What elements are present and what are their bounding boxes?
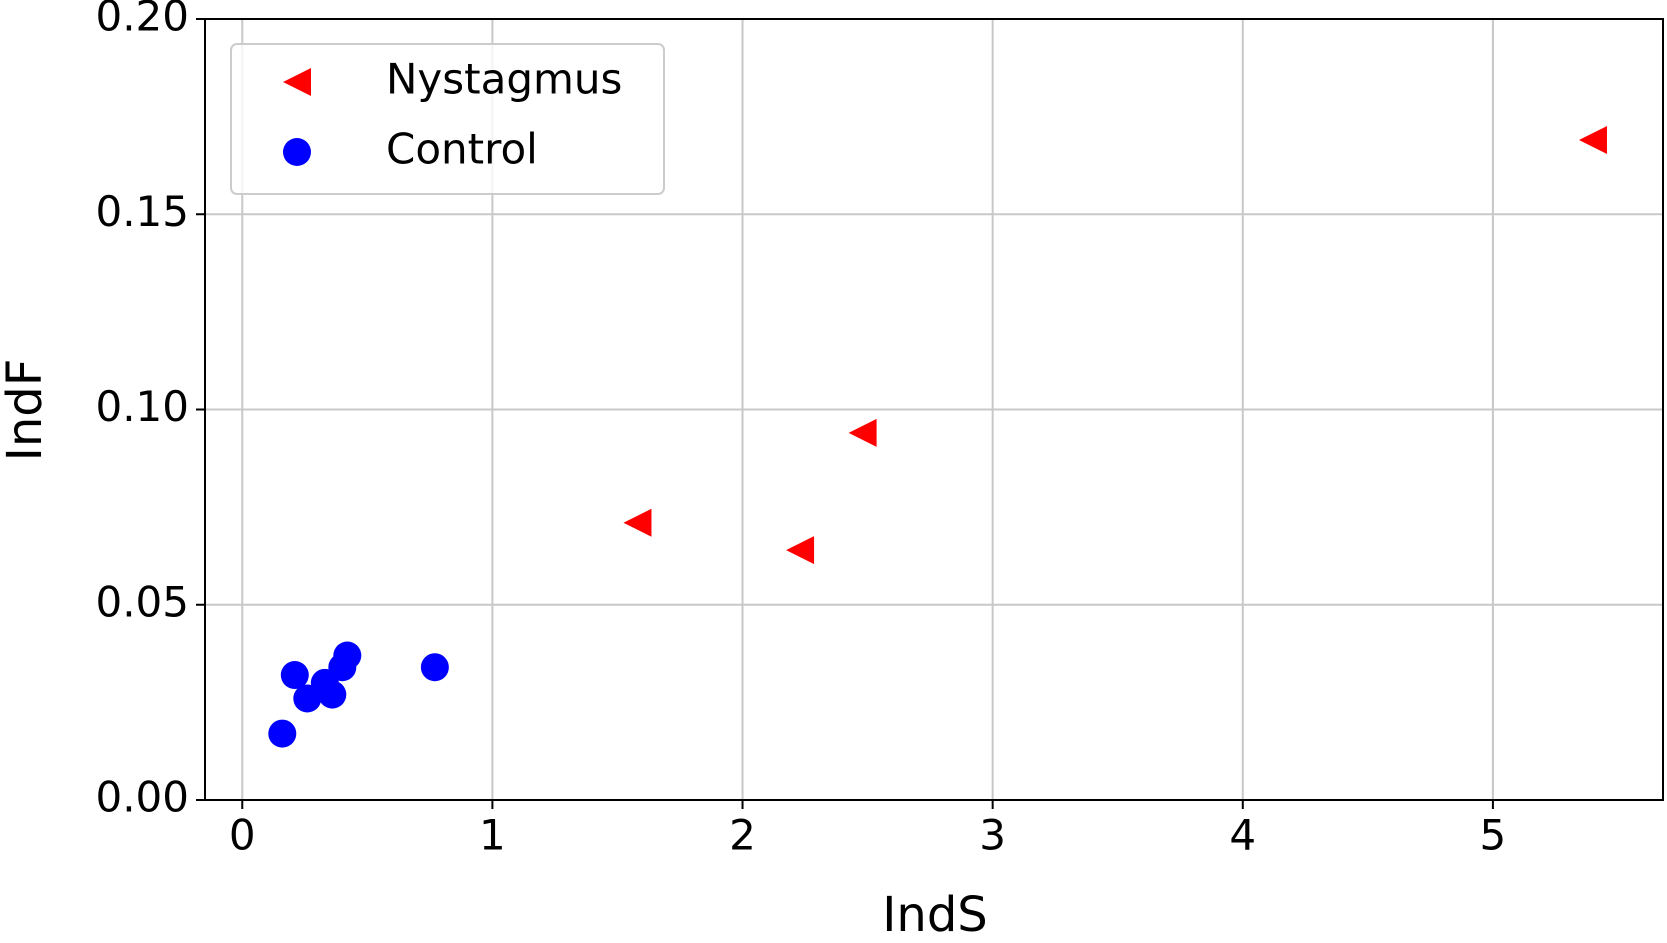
point: [848, 418, 877, 447]
x-tick-label: 4: [1229, 811, 1256, 860]
legend-label: Nystagmus: [386, 55, 622, 104]
legend-marker: [283, 138, 311, 166]
point: [420, 653, 449, 682]
point: [280, 661, 309, 690]
legend-box: [230, 43, 665, 195]
point: [318, 680, 347, 709]
x-tick-label: 1: [479, 811, 506, 860]
y-tick-label: 0.00: [95, 773, 189, 822]
x-tick-label: 5: [1480, 811, 1507, 860]
y-tick-label: 0.15: [95, 187, 189, 236]
y-tick-label: 0.10: [95, 382, 189, 431]
point: [333, 641, 362, 670]
y-axis-label: IndF: [0, 359, 53, 462]
legend-marker: [283, 68, 311, 96]
y-tick-label: 0.20: [95, 0, 189, 41]
x-tick-label: 2: [729, 811, 756, 860]
y-tick-label: 0.05: [95, 577, 189, 626]
point: [1578, 126, 1607, 155]
point: [268, 719, 297, 748]
x-tick-label: 0: [229, 811, 256, 860]
plot-frame: [204, 18, 1664, 801]
point: [786, 536, 815, 565]
legend-label: Control: [386, 125, 538, 174]
x-tick-label: 3: [979, 811, 1006, 860]
point: [623, 508, 652, 537]
x-axis-label: IndS: [882, 887, 988, 943]
